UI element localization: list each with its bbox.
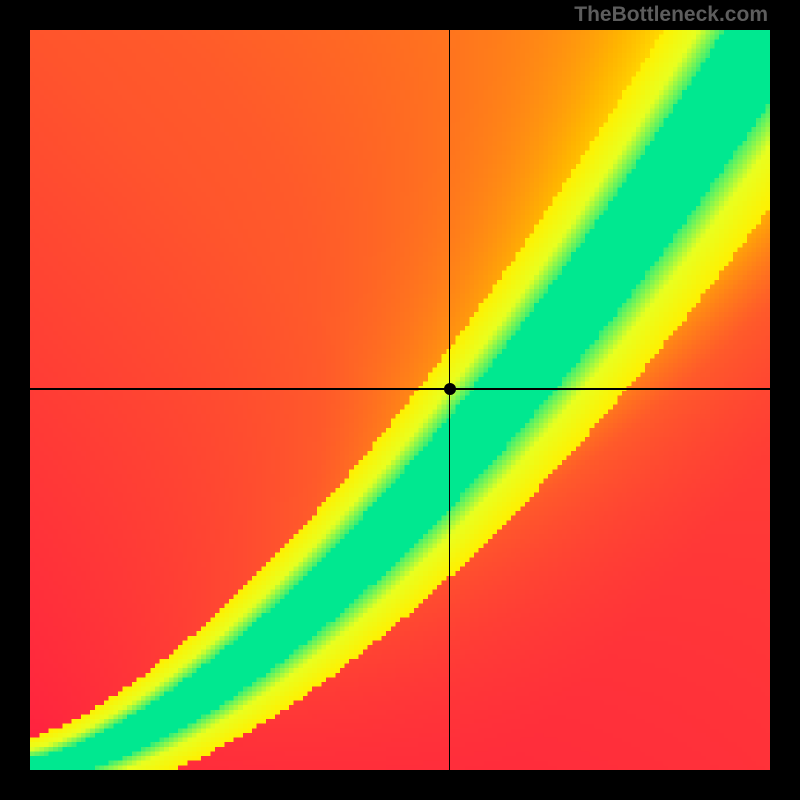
- chart-frame: TheBottleneck.com: [0, 0, 800, 800]
- watermark-text: TheBottleneck.com: [574, 3, 768, 27]
- crosshair-marker: [444, 383, 456, 395]
- crosshair-vertical: [449, 30, 451, 770]
- heatmap-canvas: [30, 30, 770, 770]
- heatmap-plot: [30, 30, 770, 770]
- crosshair-horizontal: [30, 388, 770, 390]
